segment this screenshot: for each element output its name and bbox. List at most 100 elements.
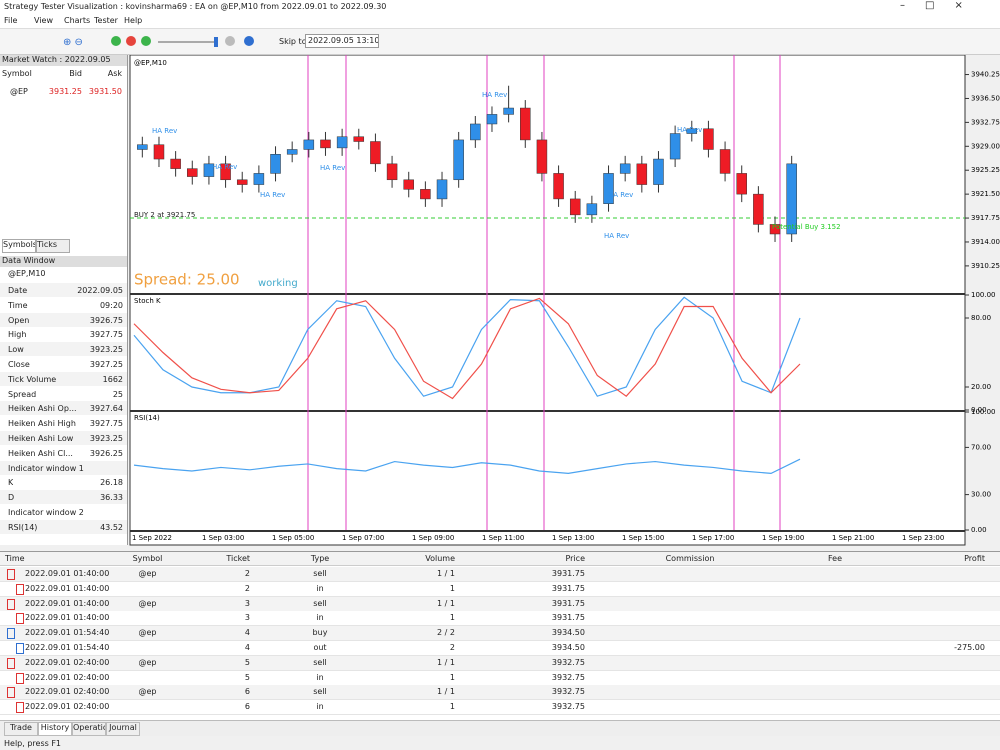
- column-header: Symbol: [132, 554, 163, 563]
- panel-title: RSI(14): [134, 414, 160, 422]
- data-row: [0, 283, 127, 297]
- column-header: Ticket: [226, 554, 250, 563]
- row-icon: [7, 657, 15, 669]
- data-value: 36.33: [100, 493, 123, 503]
- annotation: HA Rev: [604, 232, 629, 240]
- y-tick-label: 3929.00: [971, 142, 1000, 150]
- data-row: [0, 505, 127, 519]
- table-cell: 3: [244, 613, 250, 623]
- table-cell: 1: [449, 583, 455, 593]
- annotation: HA Rev: [260, 191, 285, 199]
- menu-item[interactable]: Help: [124, 16, 143, 25]
- table-row[interactable]: [0, 641, 1000, 656]
- panel-tab[interactable]: Symbols: [2, 239, 36, 253]
- y-tick-label: 3936.50: [971, 94, 1000, 102]
- window-controls[interactable]: –□×: [900, 0, 983, 11]
- table-cell: @ep: [138, 687, 157, 697]
- data-row: [0, 519, 127, 534]
- table-row[interactable]: [0, 700, 1000, 716]
- panel-title: Stoch K: [134, 297, 161, 305]
- candle-body: [303, 139, 315, 150]
- table-row[interactable]: [0, 581, 1000, 597]
- title-bar: Strategy Tester Visualization : kovinsha…: [0, 0, 1000, 14]
- x-tick-label: 1 Sep 03:00: [202, 534, 244, 542]
- data-row: [0, 297, 127, 312]
- candle-body: [336, 136, 348, 149]
- tab[interactable]: History: [38, 722, 72, 736]
- x-tick-label: 1 Sep 2022: [132, 534, 172, 542]
- menu-item[interactable]: View: [34, 16, 53, 25]
- table-cell: in: [316, 672, 324, 682]
- candle-body: [370, 141, 381, 165]
- data-label: K: [8, 478, 14, 488]
- table-row[interactable]: [0, 596, 1000, 612]
- icons: ⊕ ⊖: [63, 36, 254, 48]
- skip-label: Skip to: [279, 37, 307, 46]
- table-row[interactable]: [0, 685, 1000, 701]
- tab[interactable]: Journal: [106, 722, 140, 736]
- candle-body: [286, 149, 298, 155]
- table-cell: 3931.75: [551, 598, 585, 608]
- data-symbol: @EP,M10: [8, 269, 46, 278]
- row-icon: [7, 598, 15, 610]
- table-cell: @ep: [138, 657, 157, 667]
- y-tick-label: 70.00: [971, 443, 991, 451]
- table-cell: 3931.75: [551, 583, 585, 593]
- skip-date[interactable]: 2022.09.05 13:10: [305, 34, 379, 48]
- panel-title: Market Watch : 2022.09.05: [0, 55, 127, 66]
- data-value: 09:20: [99, 300, 123, 310]
- table-cell: @ep: [138, 628, 157, 638]
- row-icon: [16, 583, 24, 595]
- x-tick-label: 1 Sep 11:00: [482, 534, 524, 542]
- menu-item[interactable]: File: [4, 16, 18, 25]
- table-cell: 3931.75: [551, 569, 585, 578]
- toolbar: ⊕ ⊖ Skip to 2022.09.05 13:10: [0, 29, 1000, 55]
- candle-body: [253, 173, 265, 185]
- tab[interactable]: Operations: [72, 722, 106, 736]
- table-cell: 3932.75: [551, 702, 585, 712]
- column-header: Volume: [425, 554, 455, 563]
- y-tick-label: 20.00: [971, 383, 991, 391]
- table-cell: @ep: [138, 569, 157, 578]
- y-tick-label: 30.00: [971, 491, 991, 499]
- table-row[interactable]: [0, 655, 1000, 671]
- y-tick-label: 3932.75: [971, 118, 1000, 126]
- row-icon: [16, 702, 24, 714]
- candle-body: [786, 163, 797, 235]
- data-label: Date: [8, 286, 28, 295]
- table-cell: out: [313, 643, 327, 652]
- table-cell: 2022.09.01 02:40:00: [25, 687, 110, 697]
- table-cell: in: [316, 702, 324, 712]
- data-label: Heiken Ashi High: [8, 419, 76, 429]
- data-value: 3927.75: [89, 419, 123, 429]
- candle-body: [669, 133, 681, 160]
- table-cell: 2022.09.01 02:40:00: [25, 702, 110, 712]
- toolbar-icons[interactable]: ⊕ ⊖: [8, 35, 258, 48]
- annotation: HA Rev: [212, 163, 237, 171]
- candle-body: [137, 144, 148, 150]
- annotation: HA Rev: [482, 91, 507, 99]
- table-row[interactable]: [0, 626, 1000, 642]
- data-label: RSI(14): [8, 522, 38, 532]
- cell: @EP: [10, 87, 28, 96]
- table-row[interactable]: [0, 611, 1000, 627]
- candle-body: [453, 139, 464, 181]
- menu-item[interactable]: Tester: [94, 16, 118, 25]
- table-cell: 1 / 1: [437, 598, 455, 608]
- row-icon: [7, 569, 15, 580]
- candle-body: [703, 128, 714, 150]
- menu-item[interactable]: Charts: [64, 16, 91, 25]
- history-table: Time Symbol Ticket Type Volume Price Commissio…: [0, 551, 1000, 720]
- table-cell: @ep: [138, 598, 157, 608]
- table-header-bg: [0, 552, 1000, 566]
- table-row[interactable]: [0, 670, 1000, 686]
- row-icon: [16, 672, 24, 684]
- panel-tab[interactable]: Ticks: [36, 239, 70, 253]
- table-row[interactable]: [0, 567, 1000, 582]
- table-cell: 5: [244, 657, 250, 667]
- tab[interactable]: Trade: [4, 722, 38, 736]
- cell: 3931.25: [48, 87, 82, 96]
- table-cell: 3932.75: [551, 687, 585, 697]
- data-value: 1662: [102, 374, 123, 384]
- table-cell: 2022.09.01 01:40:00: [25, 613, 110, 623]
